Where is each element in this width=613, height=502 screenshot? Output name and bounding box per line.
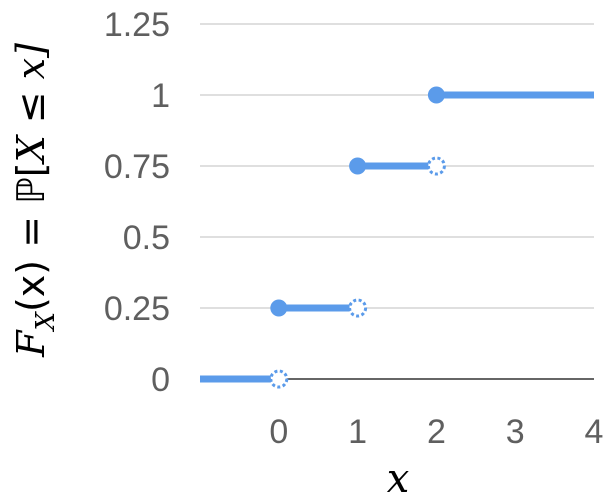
y-axis-title-sub: X	[31, 311, 61, 333]
closed-point	[349, 157, 367, 175]
y-axis-title-end: x]	[9, 43, 53, 79]
x-tick-label: 0	[269, 413, 288, 451]
axis-titles: x FX(x) = ℙ[X ≤ x]	[9, 43, 409, 502]
y-axis-title: FX(x) = ℙ[X ≤ x]	[9, 43, 61, 358]
x-tick-label: 1	[348, 413, 367, 451]
y-tick-label: 0.25	[104, 290, 170, 328]
y-tick-labels: 0 0.25 0.5 0.75 1 1.25	[104, 6, 170, 399]
closed-point	[427, 86, 445, 104]
x-tick-labels: 0 1 2 3 4	[269, 413, 603, 451]
x-axis-title: x	[387, 456, 410, 502]
y-axis-title-var: X	[9, 133, 53, 165]
y-tick-label: 1.25	[104, 6, 170, 44]
open-point	[269, 369, 289, 389]
y-tick-label: 0.5	[123, 219, 170, 257]
y-tick-label: 0.75	[104, 148, 170, 186]
y-tick-label: 0	[151, 361, 170, 399]
open-point	[348, 298, 368, 318]
closed-point	[270, 299, 288, 317]
x-tick-label: 3	[506, 413, 525, 451]
open-point	[426, 156, 446, 176]
y-tick-label: 1	[151, 77, 170, 115]
x-tick-label: 2	[427, 413, 446, 451]
x-tick-label: 4	[585, 413, 604, 451]
cdf-series	[200, 86, 594, 389]
y-axis-title-arg: (x) = ℙ[	[9, 162, 53, 312]
y-axis-title-func: F	[9, 329, 53, 358]
y-axis-title-rel: ≤	[9, 79, 53, 135]
